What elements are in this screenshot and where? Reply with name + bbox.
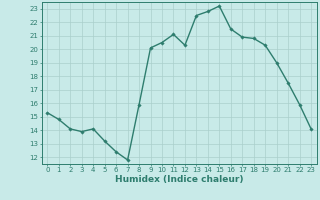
X-axis label: Humidex (Indice chaleur): Humidex (Indice chaleur) [115, 175, 244, 184]
